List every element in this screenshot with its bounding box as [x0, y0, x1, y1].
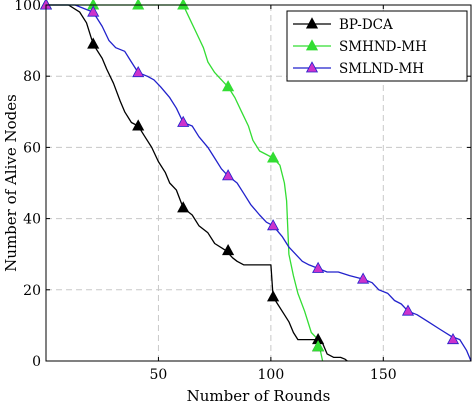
marker-smlnd-mh [446, 332, 460, 345]
y-axis-title: Number of Alive Nodes [2, 94, 20, 272]
marker-smlnd-mh [222, 169, 235, 181]
marker-smhnd-mh [222, 80, 235, 92]
marker-smlnd-mh [267, 219, 280, 231]
marker-smhnd-mh [312, 340, 325, 352]
plot-frame [45, 4, 472, 362]
y-tick-label: 60 [23, 140, 41, 156]
legend-label: BP-DCA [339, 17, 393, 33]
marker-bp-dca [267, 290, 280, 302]
series-group [46, 4, 472, 362]
series-line-smhnd-mh [46, 4, 324, 362]
x-tick-label: 150 [370, 367, 397, 383]
x-tick-label: 100 [258, 367, 285, 383]
legend-label: SMLND-MH [339, 61, 424, 77]
marker-bp-dca [177, 201, 190, 213]
marker-smlnd-mh [312, 261, 325, 273]
y-tick-label: 80 [23, 69, 41, 85]
legend-label: SMHND-MH [339, 39, 427, 55]
marker-smlnd-mh [401, 304, 415, 316]
axis-ticks: 50 100 150 0 20 40 60 80 100 [14, 0, 471, 383]
marker-smhnd-mh [267, 151, 280, 163]
marker-group [39, 0, 460, 352]
marker-bp-dca [87, 37, 100, 49]
legend: BP-DCA SMHND-MH SMLND-MH [286, 10, 468, 82]
marker-smlnd-mh [132, 65, 145, 78]
marker-smlnd-mh [87, 5, 100, 17]
legend-marker [305, 61, 319, 73]
marker-bp-dca [222, 243, 235, 256]
y-tick-label: 20 [23, 283, 41, 299]
y-tick-label: 0 [32, 354, 41, 370]
x-tick-label: 50 [150, 367, 168, 383]
series-line-bp-dca [46, 4, 348, 362]
legend-marker [305, 39, 319, 51]
marker-smlnd-mh [357, 272, 370, 284]
legend-marker [305, 17, 319, 29]
marker-bp-dca [132, 119, 145, 131]
marker-smlnd-mh [177, 115, 190, 127]
x-axis-title: Number of Rounds [187, 387, 331, 403]
y-tick-label: 40 [23, 212, 41, 228]
y-tick-label: 100 [14, 0, 41, 14]
series-line-smlnd-mh [46, 4, 472, 362]
